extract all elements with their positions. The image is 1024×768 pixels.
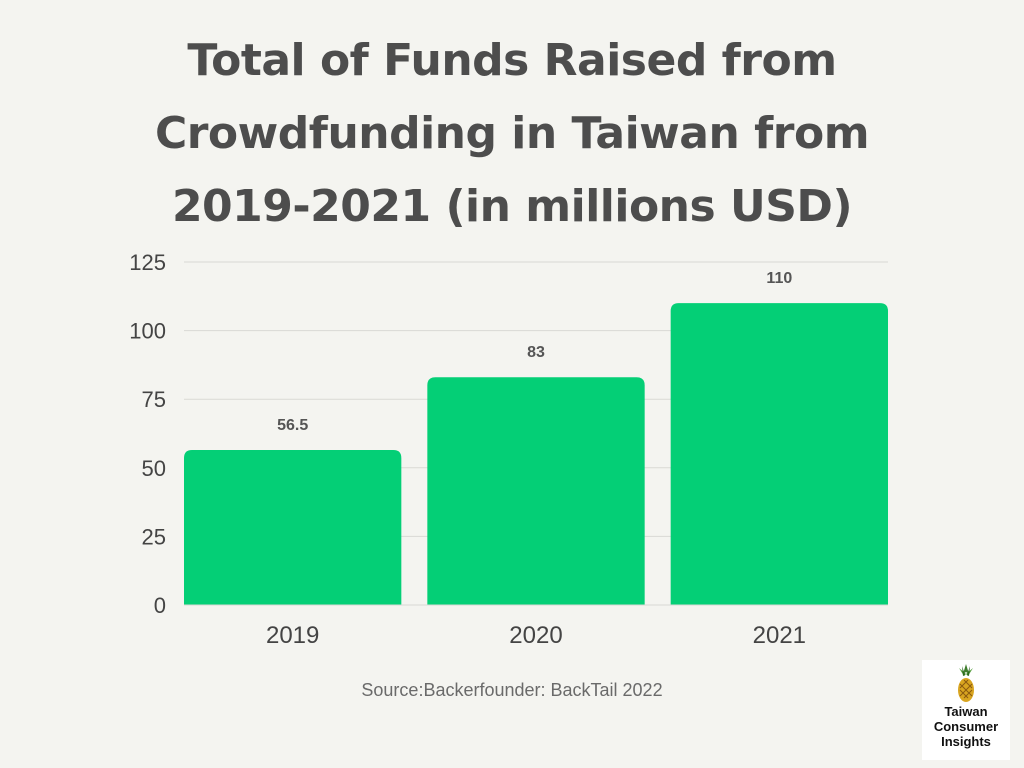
x-tick-label: 2019 bbox=[266, 622, 319, 649]
source-note: Source:Backerfounder: BackTail 2022 bbox=[361, 680, 663, 700]
pineapple-icon bbox=[958, 664, 974, 702]
logo-line-1: Taiwan bbox=[944, 704, 988, 719]
data-label: 110 bbox=[766, 270, 792, 287]
y-tick-label: 25 bbox=[142, 524, 166, 549]
title-line-1: Total of Funds Raised from bbox=[187, 35, 837, 86]
chart-title: Total of Funds Raised from Crowdfunding … bbox=[0, 24, 1024, 243]
logo-line-3: Insights bbox=[941, 734, 991, 749]
data-label: 56.5 bbox=[277, 417, 308, 434]
data-label: 83 bbox=[527, 344, 545, 361]
bar bbox=[184, 449, 402, 605]
title-line-2: Crowdfunding in Taiwan from bbox=[154, 108, 870, 159]
bar bbox=[427, 377, 645, 605]
y-tick-label: 100 bbox=[129, 319, 166, 344]
logo-text: Taiwan Consumer Insights bbox=[922, 704, 1010, 749]
bar bbox=[670, 303, 888, 605]
y-tick-label: 0 bbox=[154, 593, 166, 618]
brand-logo: Taiwan Consumer Insights bbox=[922, 660, 1010, 760]
logo-line-2: Consumer bbox=[933, 719, 999, 734]
x-tick-label: 2020 bbox=[509, 622, 562, 649]
x-tick-label: 2021 bbox=[753, 622, 806, 649]
y-tick-label: 125 bbox=[129, 250, 166, 275]
y-tick-label: 50 bbox=[142, 456, 166, 481]
title-line-3: 2019-2021 (in millions USD) bbox=[171, 181, 853, 232]
y-tick-label: 75 bbox=[142, 387, 166, 412]
